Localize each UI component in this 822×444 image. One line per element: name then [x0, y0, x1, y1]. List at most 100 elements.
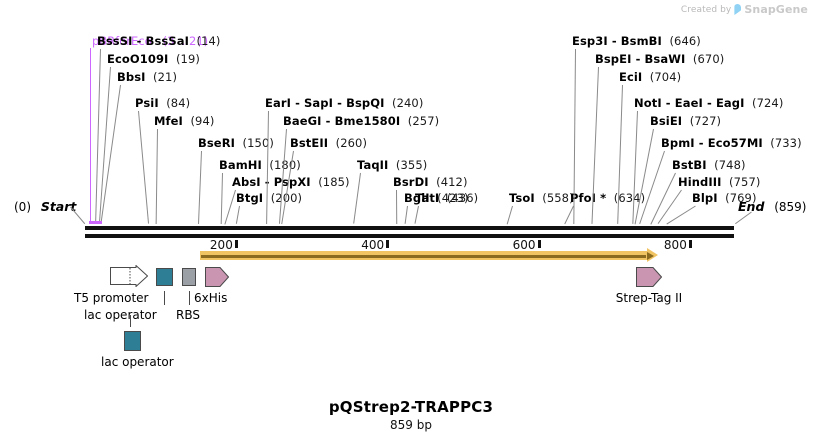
- snapgene-watermark: Created by SnapGene: [681, 3, 808, 16]
- backbone-bottom-strand: [84, 234, 735, 238]
- enzyme-label-bstbi[interactable]: BstBI (748): [672, 158, 746, 172]
- start-position: (0): [14, 200, 31, 214]
- enzyme-label-eari[interactable]: EarI - SapI - BspQI (240): [265, 96, 423, 110]
- enzyme-name: BseRI: [198, 136, 236, 150]
- enzyme-label-absi[interactable]: AbsI - PspXI (185): [232, 175, 350, 189]
- enzyme-position: (185): [310, 175, 350, 189]
- enzyme-label-baegi[interactable]: BaeGI - Bme1580I (257): [283, 114, 439, 128]
- enzyme-label-psii[interactable]: PsiI (84): [135, 96, 190, 110]
- enzyme-name: BsrDI: [393, 175, 429, 189]
- leader-line: [98, 66, 111, 225]
- enzyme-name: Esp3I - BsmBI: [572, 34, 662, 48]
- enzyme-name: AbsI - PspXI: [232, 175, 311, 189]
- leader-line: [396, 189, 398, 225]
- enzyme-position: (260): [328, 136, 368, 150]
- enzyme-name: BssSI - BssSaI: [97, 34, 189, 48]
- enzyme-name: BstEII: [290, 136, 329, 150]
- enzyme-position: (727): [682, 114, 722, 128]
- feature-6xhis[interactable]: [205, 267, 230, 287]
- ruler-tick-400: [386, 240, 390, 248]
- enzyme-label-ecoo109i[interactable]: EcoO109I (19): [107, 52, 200, 66]
- enzyme-position: (423): [429, 191, 469, 205]
- feature-tick-lac-operator-2: [130, 315, 131, 327]
- plasmid-title-block: pQStrep2-TRAPPC3 859 bp: [0, 398, 822, 432]
- enzyme-name: BbsI: [117, 70, 146, 84]
- enzyme-label-bsssi[interactable]: BssSI - BssSaI (14): [97, 34, 221, 48]
- enzyme-label-blpi[interactable]: BlpI (769): [692, 191, 757, 205]
- enzyme-name: EcoO109I: [107, 52, 169, 66]
- feature-tick-lac-operator: [164, 291, 165, 305]
- end-position: (859): [774, 200, 807, 214]
- watermark-brand: SnapGene: [744, 3, 808, 16]
- enzyme-name: HindIII: [678, 175, 722, 189]
- enzyme-label-bsrdi[interactable]: BsrDI (412): [393, 175, 468, 189]
- feature-t5-promoter[interactable]: [110, 264, 149, 291]
- enzyme-position: (748): [706, 158, 746, 172]
- enzyme-label-bspei[interactable]: BspEI - BsaWI (670): [595, 52, 724, 66]
- enzyme-label-bgli[interactable]: BglI (423): [404, 191, 469, 205]
- enzyme-name: NotI - EaeI - EagI: [634, 96, 745, 110]
- primer-range: (3 .. 21): [155, 34, 209, 48]
- enzyme-label-bbsi[interactable]: BbsI (21): [117, 70, 177, 84]
- enzyme-name: BsiEI: [650, 114, 683, 128]
- feature-label-t5-promoter: T5 promoter: [74, 291, 149, 305]
- enzyme-position: (436): [439, 191, 479, 205]
- enzyme-label-ecii[interactable]: EciI (704): [619, 70, 681, 84]
- orf-arrowhead-inner: [647, 251, 655, 260]
- enzyme-label-pfoi[interactable]: PfoI * (634): [570, 191, 645, 205]
- ruler-tick-label-400: 400: [361, 238, 385, 252]
- snapgene-logo-icon: [734, 4, 741, 15]
- leader-line: [138, 110, 150, 225]
- feature-lac-operator-2[interactable]: [124, 331, 141, 351]
- enzyme-name: BspEI - BsaWI: [595, 52, 686, 66]
- sequence-start-label: (0) Start: [14, 199, 76, 214]
- feature-lac-operator[interactable]: [156, 268, 173, 286]
- feature-rbs[interactable]: [182, 268, 196, 286]
- enzyme-label-mfei[interactable]: MfeI (94): [154, 114, 214, 128]
- backbone-top-strand: [84, 226, 735, 230]
- leader-line: [506, 205, 513, 225]
- start-text: Start: [40, 199, 77, 214]
- watermark-prefix: Created by: [680, 4, 732, 15]
- enzyme-label-tati[interactable]: TatI (436): [415, 191, 478, 205]
- enzyme-name: TatI: [415, 191, 440, 205]
- sequence-backbone[interactable]: [84, 226, 735, 240]
- primer-span-bar[interactable]: [89, 221, 103, 224]
- feature-label-strep-tag-ii: Strep-Tag II: [615, 291, 683, 305]
- enzyme-position: (240): [384, 96, 424, 110]
- enzyme-label-bamhi[interactable]: BamHI (180): [219, 158, 301, 172]
- enzyme-label-esp3i[interactable]: Esp3I - BsmBI (646): [572, 34, 701, 48]
- ruler-tick-600: [537, 240, 541, 248]
- enzyme-position: (257): [400, 114, 440, 128]
- enzyme-name: PfoI *: [570, 191, 607, 205]
- leader-line: [414, 205, 419, 225]
- enzyme-label-tsoi[interactable]: TsoI (558): [509, 191, 574, 205]
- feature-tick-rbs: [189, 291, 190, 305]
- enzyme-name: MfeI: [154, 114, 183, 128]
- enzyme-label-taqii[interactable]: TaqII (355): [357, 158, 427, 172]
- feature-strep-tag-ii[interactable]: [636, 267, 663, 287]
- ruler-tick-200: [234, 240, 238, 248]
- enzyme-position: (200): [263, 191, 303, 205]
- enzyme-position: (19): [168, 52, 200, 66]
- leader-line: [353, 172, 361, 225]
- plasmid-name: pQStrep2-TRAPPC3: [328, 398, 494, 416]
- enzyme-position: (769): [717, 191, 757, 205]
- sequence-end-label: End (859): [738, 199, 807, 214]
- enzyme-label-bpmi[interactable]: BpmI - Eco57MI (733): [661, 136, 802, 150]
- enzyme-name: BlpI: [692, 191, 718, 205]
- enzyme-label-noti[interactable]: NotI - EaeI - EagI (724): [634, 96, 783, 110]
- primer-label-pbrforeco[interactable]: pBRforEco (3 .. 21): [92, 34, 208, 48]
- enzyme-position: (150): [235, 136, 274, 150]
- enzyme-position: (355): [388, 158, 428, 172]
- enzyme-position: (558): [534, 191, 574, 205]
- enzyme-position: (84): [158, 96, 191, 110]
- primer-leader-line: [90, 48, 91, 222]
- enzyme-label-btgi[interactable]: BtgI (200): [236, 191, 302, 205]
- enzyme-label-bsiei[interactable]: BsiEI (727): [650, 114, 721, 128]
- enzyme-label-hindiii[interactable]: HindIII (757): [678, 175, 760, 189]
- enzyme-label-bsteii[interactable]: BstEII (260): [290, 136, 367, 150]
- leader-line: [639, 150, 665, 225]
- enzyme-label-bseri[interactable]: BseRI (150): [198, 136, 274, 150]
- feature-label-lac-operator-2: lac operator: [101, 355, 174, 369]
